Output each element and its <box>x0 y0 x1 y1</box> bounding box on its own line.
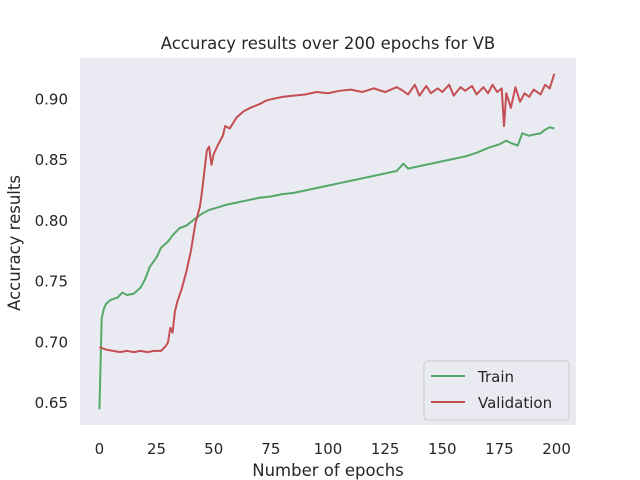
x-tick-label: 150 <box>428 440 457 458</box>
x-tick-label: 125 <box>371 440 400 458</box>
x-tick-label: 175 <box>485 440 514 458</box>
y-tick-label: 0.80 <box>35 212 68 230</box>
y-tick-labels: 0.65 0.70 0.75 0.80 0.85 0.90 <box>35 90 68 412</box>
y-tick-label: 0.75 <box>35 273 68 291</box>
series-layer <box>98 73 556 410</box>
x-tick-label: 50 <box>204 440 223 458</box>
x-tick-label: 100 <box>314 440 343 458</box>
x-tick-label: 200 <box>542 440 571 458</box>
y-axis-title: Accuracy results <box>5 175 24 311</box>
y-tick-label: 0.90 <box>35 90 68 108</box>
y-tick-label: 0.65 <box>35 394 68 412</box>
x-axis-title: Number of epochs <box>252 461 404 480</box>
legend: Train Validation <box>423 360 570 421</box>
x-tick-label: 0 <box>95 440 105 458</box>
x-tick-label: 25 <box>147 440 166 458</box>
x-tick-labels: 0 25 50 75 100 125 150 175 200 <box>95 440 571 458</box>
chart-title: Accuracy results over 200 epochs for VB <box>161 34 496 53</box>
x-tick-label: 75 <box>261 440 280 458</box>
legend-label-train: Train <box>477 368 514 386</box>
y-tick-label: 0.85 <box>35 151 68 169</box>
series-line-validation <box>99 73 556 354</box>
y-tick-label: 0.70 <box>35 333 68 351</box>
series-line-train <box>98 126 555 410</box>
legend-label-validation: Validation <box>478 394 552 412</box>
